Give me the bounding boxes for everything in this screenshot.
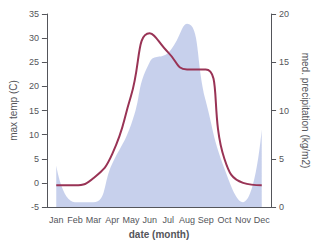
svg-text:Jun: Jun: [142, 215, 157, 225]
svg-text:Aug: Aug: [179, 215, 195, 225]
svg-text:date (month): date (month): [129, 229, 190, 240]
svg-text:Oct: Oct: [217, 215, 232, 225]
svg-text:Apr: Apr: [105, 215, 119, 225]
svg-text:25: 25: [29, 57, 39, 67]
svg-text:Mar: Mar: [86, 215, 102, 225]
svg-text:15: 15: [29, 106, 39, 116]
svg-text:35: 35: [29, 9, 39, 19]
svg-text:Sep: Sep: [198, 215, 214, 225]
svg-text:Feb: Feb: [67, 215, 83, 225]
svg-text:0: 0: [279, 202, 284, 212]
svg-text:-5: -5: [31, 202, 39, 212]
svg-text:max temp (C): max temp (C): [8, 80, 19, 141]
svg-text:30: 30: [29, 33, 39, 43]
svg-text:Jan: Jan: [49, 215, 64, 225]
svg-text:0: 0: [34, 178, 39, 188]
svg-text:May: May: [122, 215, 140, 225]
svg-text:med. precipitation (kg/m2): med. precipitation (kg/m2): [300, 53, 311, 169]
svg-text:5: 5: [34, 154, 39, 164]
svg-text:10: 10: [279, 106, 289, 116]
svg-text:10: 10: [29, 130, 39, 140]
svg-text:5: 5: [279, 154, 284, 164]
svg-text:20: 20: [279, 9, 289, 19]
svg-text:Nov: Nov: [235, 215, 252, 225]
svg-text:Dec: Dec: [254, 215, 271, 225]
svg-text:Jul: Jul: [163, 215, 175, 225]
svg-text:20: 20: [29, 81, 39, 91]
svg-text:15: 15: [279, 57, 289, 67]
